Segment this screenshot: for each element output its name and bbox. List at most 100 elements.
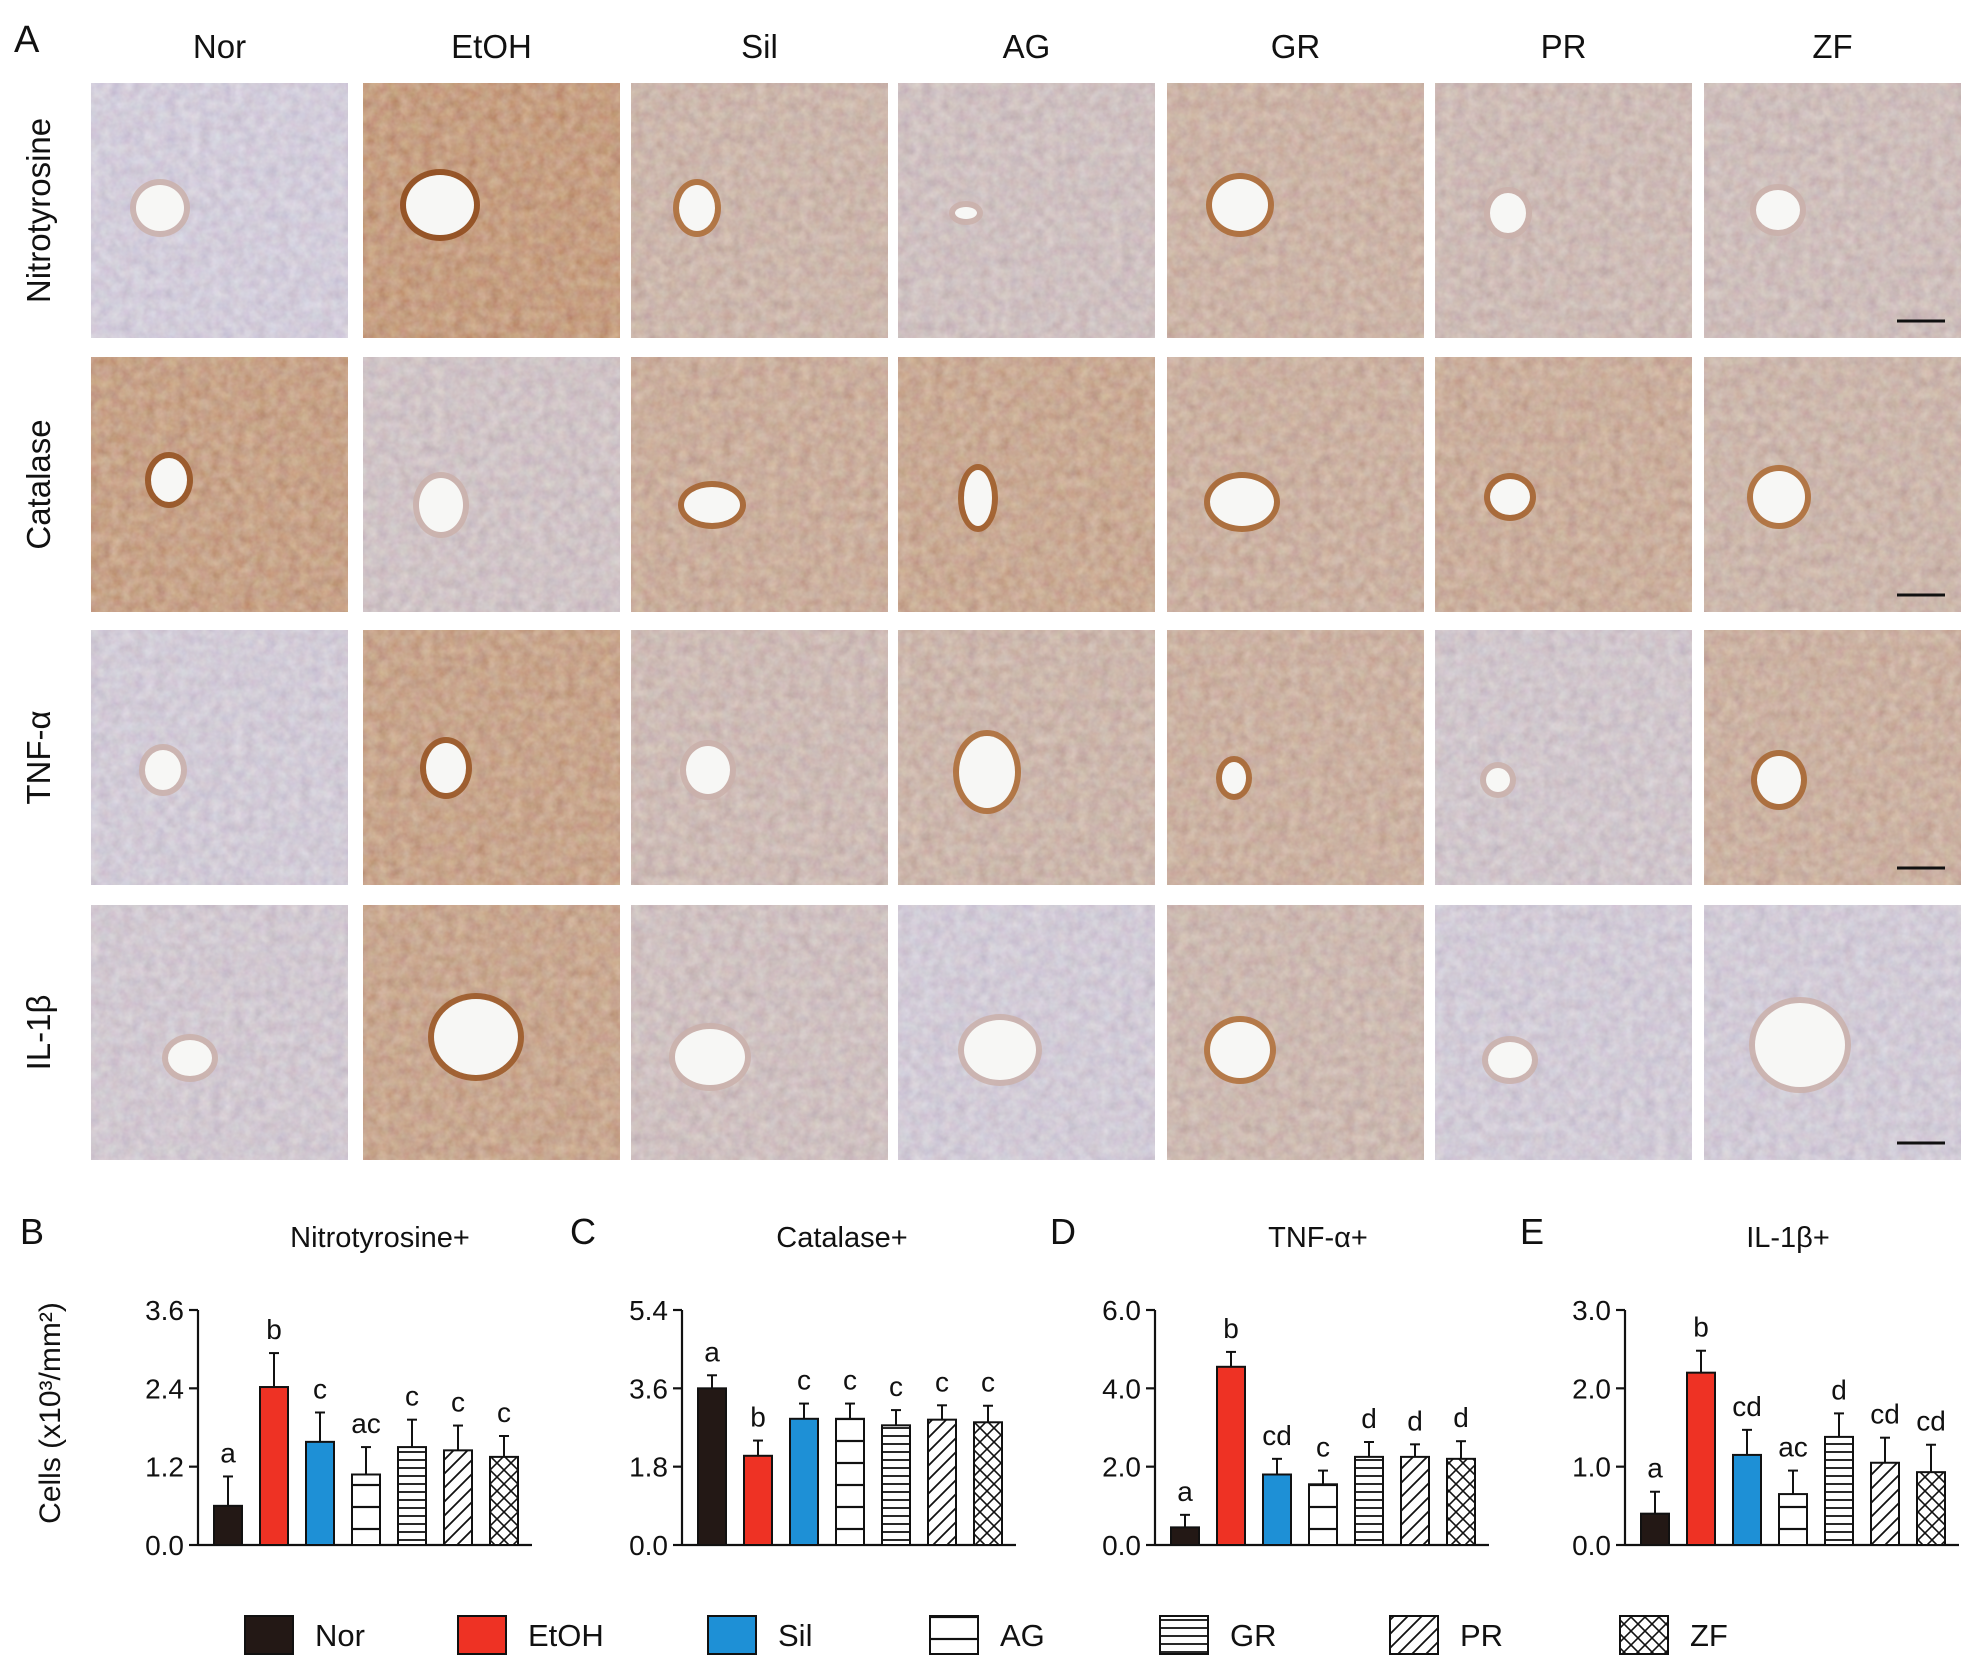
legend-swatch xyxy=(457,1615,507,1655)
significance-label: c xyxy=(313,1373,327,1404)
micrograph xyxy=(898,630,1155,885)
legend-item-etoh: EtOH xyxy=(457,1615,604,1655)
significance-label: d xyxy=(1453,1402,1469,1433)
micrograph xyxy=(898,357,1155,612)
row-label: TNF-α xyxy=(20,710,57,804)
legend-swatch xyxy=(1389,1615,1439,1655)
micrograph xyxy=(1167,357,1424,612)
bar-gr xyxy=(397,1446,427,1547)
bar-sil xyxy=(305,1440,335,1546)
bar-pr xyxy=(1870,1461,1900,1546)
y-tick-label: 2.4 xyxy=(145,1373,184,1404)
y-tick-label: 1.2 xyxy=(145,1452,184,1483)
bar-nor xyxy=(213,1504,243,1547)
legend-swatch xyxy=(707,1615,757,1655)
bar-gr xyxy=(881,1424,911,1547)
significance-label: c xyxy=(1316,1432,1330,1463)
bar-gr xyxy=(1824,1435,1854,1547)
micrograph xyxy=(363,83,620,338)
bar-sil xyxy=(1732,1453,1762,1546)
bar-pr xyxy=(1400,1455,1430,1546)
legend-item-sil: Sil xyxy=(707,1615,812,1655)
y-tick-label: 2.0 xyxy=(1572,1373,1611,1404)
column-label: AG xyxy=(1003,28,1051,65)
legend-label: PR xyxy=(1460,1618,1503,1653)
legend-swatch xyxy=(1619,1615,1669,1655)
micrograph xyxy=(631,83,888,338)
chart-title: Catalase+ xyxy=(776,1222,907,1254)
chart-title: IL-1β+ xyxy=(1746,1222,1830,1254)
y-tick-label: 0.0 xyxy=(629,1530,668,1561)
bar-etoh xyxy=(1686,1371,1716,1546)
micrograph xyxy=(631,905,888,1160)
chart-title: Nitrotyrosine+ xyxy=(290,1222,470,1254)
micrograph xyxy=(1167,905,1424,1160)
legend-swatch xyxy=(1159,1615,1209,1655)
row-label: Nitrotyrosine xyxy=(20,118,57,303)
row-label: IL-1β xyxy=(20,995,57,1071)
significance-label: cd xyxy=(1732,1391,1762,1422)
micrograph xyxy=(1435,905,1692,1160)
bar-zf xyxy=(1916,1471,1946,1547)
column-label: EtOH xyxy=(451,28,532,65)
y-tick-label: 1.0 xyxy=(1572,1452,1611,1483)
y-tick-label: 0.0 xyxy=(145,1530,184,1561)
bar-sil xyxy=(1262,1473,1292,1546)
micrograph xyxy=(91,357,348,612)
legend: Nor EtOH Sil AG GR PR ZF xyxy=(244,1615,1728,1655)
bar-zf xyxy=(973,1421,1003,1547)
legend-label: Sil xyxy=(778,1618,812,1653)
significance-label: b xyxy=(266,1314,282,1345)
micrograph xyxy=(363,905,620,1160)
legend-label: GR xyxy=(1230,1618,1277,1653)
significance-label: c xyxy=(497,1397,511,1428)
y-tick-label: 6.0 xyxy=(1102,1295,1141,1326)
bar-nor xyxy=(1640,1512,1670,1546)
bar-gr xyxy=(1354,1455,1384,1546)
micrograph xyxy=(363,630,620,885)
significance-label: cd xyxy=(1916,1406,1946,1437)
legend-label: Nor xyxy=(315,1618,365,1653)
significance-label: c xyxy=(981,1367,995,1398)
bar-ag xyxy=(351,1473,381,1546)
micrograph xyxy=(1704,630,1961,885)
legend-label: EtOH xyxy=(528,1618,604,1653)
micrograph xyxy=(1435,630,1692,885)
significance-label: c xyxy=(405,1381,419,1412)
bar-sil xyxy=(789,1417,819,1546)
micrograph xyxy=(1704,83,1961,338)
micrograph xyxy=(631,357,888,612)
micrograph xyxy=(898,905,1155,1160)
significance-label: ac xyxy=(351,1408,381,1439)
panel-letter: B xyxy=(20,1211,44,1252)
bar-zf xyxy=(1446,1457,1476,1547)
panel-a-letter: A xyxy=(14,19,40,61)
significance-label: cd xyxy=(1870,1399,1900,1430)
panel-letter: C xyxy=(570,1211,596,1252)
micrograph xyxy=(1704,357,1961,612)
legend-item-pr: PR xyxy=(1389,1615,1503,1655)
significance-label: a xyxy=(1647,1453,1663,1484)
bar-ag xyxy=(835,1417,865,1546)
micrograph xyxy=(1435,357,1692,612)
micrograph xyxy=(1704,905,1961,1160)
legend-item-ag: AG xyxy=(929,1615,1045,1655)
significance-label: c xyxy=(843,1365,857,1396)
significance-label: c xyxy=(451,1387,465,1418)
micrograph xyxy=(1167,630,1424,885)
significance-label: c xyxy=(797,1365,811,1396)
bar-pr xyxy=(927,1418,957,1546)
bar-pr xyxy=(443,1449,473,1546)
legend-swatch xyxy=(244,1615,294,1655)
row-label: Catalase xyxy=(20,419,57,549)
y-tick-label: 5.4 xyxy=(629,1295,668,1326)
column-label: PR xyxy=(1541,28,1587,65)
significance-label: b xyxy=(1693,1312,1709,1343)
bar-etoh xyxy=(743,1454,773,1546)
bar-ag xyxy=(1308,1483,1338,1546)
